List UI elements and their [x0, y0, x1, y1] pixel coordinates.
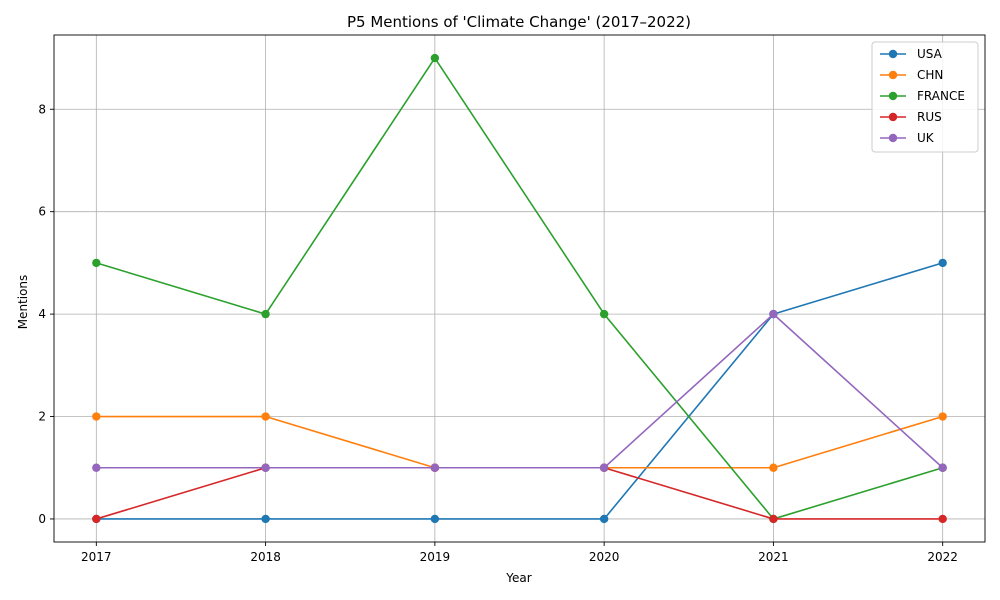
data-point-uk — [769, 309, 778, 319]
data-point-france — [261, 309, 270, 319]
x-tick-label: 2017 — [81, 550, 112, 564]
x-tick-label: 2022 — [927, 550, 958, 564]
x-tick-label: 2018 — [250, 550, 281, 564]
y-tick-label: 2 — [38, 410, 46, 424]
chart-title: P5 Mentions of 'Climate Change' (2017–20… — [347, 13, 691, 31]
x-axis-label: Year — [505, 571, 531, 585]
data-point-usa — [261, 514, 270, 524]
data-point-uk — [261, 463, 270, 472]
data-point-france — [430, 53, 440, 63]
legend-swatch-marker — [888, 70, 898, 80]
series-line-france — [96, 57, 943, 520]
y-tick-label: 0 — [38, 512, 46, 526]
y-tick-label: 4 — [38, 307, 46, 321]
data-point-rus — [938, 514, 947, 524]
x-tick-label: 2019 — [420, 550, 451, 564]
x-tick-label: 2021 — [758, 550, 789, 564]
data-point-usa — [430, 514, 440, 524]
legend-swatch-marker — [888, 91, 898, 101]
data-point-chn — [769, 463, 778, 472]
data-point-uk — [430, 463, 440, 472]
data-point-france — [599, 309, 609, 319]
data-point-chn — [261, 412, 270, 421]
data-point-chn — [938, 412, 947, 421]
y-axis-label: Mentions — [16, 275, 30, 330]
legend-swatch-marker — [888, 112, 898, 122]
legend-label-uk: UK — [917, 131, 935, 145]
data-point-usa — [938, 258, 947, 268]
data-point-rus — [92, 514, 101, 524]
legend-swatch-marker — [888, 133, 898, 143]
axes-frame — [53, 34, 986, 543]
data-point-rus — [769, 514, 778, 524]
data-point-uk — [92, 463, 101, 472]
data-point-uk — [938, 463, 947, 472]
y-tick-label: 6 — [38, 205, 46, 219]
y-tick-label: 8 — [38, 102, 46, 116]
legend-label-chn: CHN — [917, 68, 943, 82]
legend: USA CHN FRANCE RUS UK — [871, 41, 979, 153]
data-point-france — [92, 258, 101, 268]
data-point-uk — [599, 463, 609, 472]
legend-box — [871, 41, 979, 153]
legend-label-france: FRANCE — [917, 89, 965, 103]
legend-swatch-marker — [888, 49, 898, 59]
legend-label-usa: USA — [917, 47, 943, 61]
data-point-chn — [92, 412, 101, 421]
x-tick-label: 2020 — [589, 550, 620, 564]
data-point-usa — [599, 514, 609, 524]
series-line-uk — [96, 313, 944, 469]
legend-label-rus: RUS — [917, 110, 942, 124]
series-line-usa — [96, 262, 943, 520]
